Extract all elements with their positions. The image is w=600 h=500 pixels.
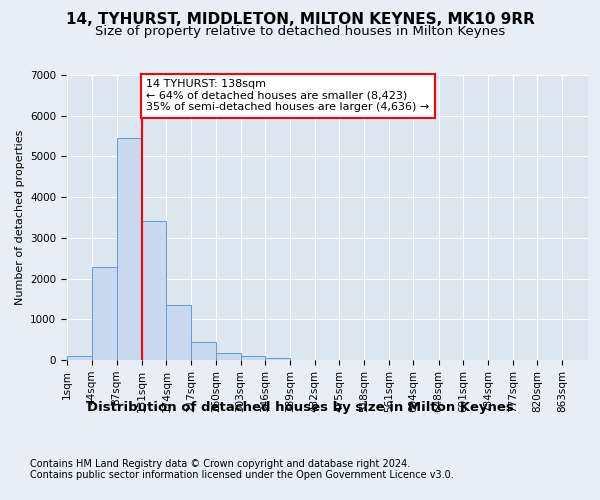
Bar [241,356,265,360]
Bar [265,358,290,360]
Text: 14, TYHURST, MIDDLETON, MILTON KEYNES, MK10 9RR: 14, TYHURST, MIDDLETON, MILTON KEYNES, M… [65,12,535,28]
Text: Contains public sector information licensed under the Open Government Licence v3: Contains public sector information licen… [30,470,454,480]
Text: Size of property relative to detached houses in Milton Keynes: Size of property relative to detached ho… [95,25,505,38]
Bar [191,342,216,360]
Bar [142,221,166,360]
Bar [216,353,241,360]
Text: 14 TYHURST: 138sqm
← 64% of detached houses are smaller (8,423)
35% of semi-deta: 14 TYHURST: 138sqm ← 64% of detached hou… [146,79,430,112]
Bar [116,138,141,360]
Y-axis label: Number of detached properties: Number of detached properties [14,130,25,305]
Text: Contains HM Land Registry data © Crown copyright and database right 2024.: Contains HM Land Registry data © Crown c… [30,459,410,469]
Text: Distribution of detached houses by size in Milton Keynes: Distribution of detached houses by size … [86,401,514,414]
Bar [166,305,191,360]
Bar [67,356,92,360]
Bar [92,267,116,360]
